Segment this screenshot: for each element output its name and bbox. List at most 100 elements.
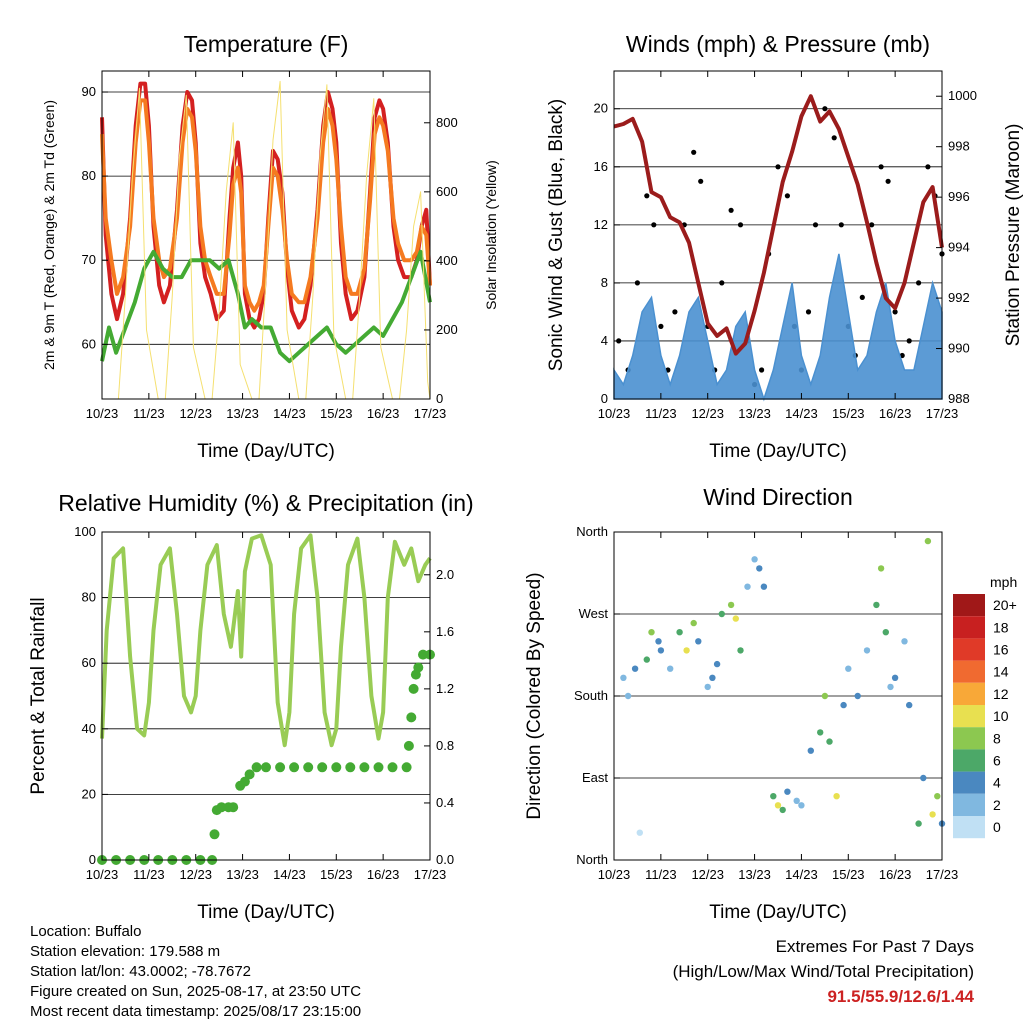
direction-point — [643, 656, 650, 663]
legend-label: 6 — [993, 753, 1001, 769]
legend-swatch — [953, 727, 985, 750]
legend-label: 2 — [993, 797, 1001, 813]
legend-swatch — [953, 638, 985, 661]
latlon-text: Station lat/lon: 43.0002; -78.7672 — [30, 963, 252, 980]
series-point — [413, 662, 424, 673]
series-point — [331, 762, 342, 773]
legend-swatch — [953, 616, 985, 639]
y-axis-label: 2m & 9m T (Red, Orange) & 2m Td (Green) — [41, 100, 57, 370]
series-point — [239, 776, 250, 787]
series-point — [805, 309, 812, 315]
y-axis-label: Direction (Colored By Speed) — [524, 572, 545, 819]
x-tick-label: 13/23 — [738, 867, 771, 882]
direction-point — [751, 556, 758, 563]
legend-label: 12 — [993, 686, 1009, 702]
direction-point — [821, 692, 829, 700]
legend-swatch — [953, 682, 985, 705]
speed-legend: mph 20+ 18 16 14 12 10 8 6 4 2 0 — [953, 574, 1017, 839]
series-point — [244, 769, 255, 780]
y-tick-label: 0 — [601, 391, 608, 406]
plot-area — [613, 94, 945, 402]
location-text: Location: Buffalo — [30, 923, 142, 940]
y2-tick-label: 0.4 — [436, 795, 454, 810]
direction-point — [631, 665, 639, 672]
y2-tick-label: 200 — [436, 322, 458, 337]
x-tick-label: 11/23 — [645, 867, 677, 882]
plot-frame — [101, 531, 431, 861]
series-point — [906, 338, 912, 344]
y-tick-label: 80 — [82, 168, 96, 183]
chart-title: Winds (mph) & Pressure (mb) — [626, 31, 930, 57]
y2-tick-label: 996 — [948, 189, 970, 204]
extremes-value: 91.5/55.9/12.6/1.44 — [827, 987, 974, 1006]
plot-frame — [101, 70, 431, 400]
direction-point — [784, 788, 791, 795]
x-tick-label: 17/23 — [414, 867, 447, 882]
chart-1: 10/23 11/23 12/23 13/23 14/23 15/23 16/23 17/23… — [41, 31, 499, 462]
x-tick-label: 13/23 — [226, 406, 259, 421]
legend-label: 16 — [993, 642, 1009, 658]
x-tick-label: 16/23 — [367, 867, 400, 882]
direction-point — [683, 647, 690, 654]
direction-point — [826, 738, 833, 745]
direction-point — [760, 583, 768, 590]
y2-tick-label: 990 — [948, 341, 970, 356]
legend-swatch — [953, 594, 985, 617]
series-point — [228, 802, 239, 813]
y2-tick-label: 1.2 — [436, 681, 454, 696]
legend-title: mph — [990, 574, 1017, 590]
plot-area — [97, 531, 435, 865]
series-point — [885, 178, 891, 184]
y2-tick-label: 1.6 — [436, 624, 454, 639]
direction-point — [798, 802, 805, 809]
direction-point — [718, 610, 725, 618]
series-point — [812, 222, 819, 228]
y-tick-label: South — [574, 688, 608, 703]
series-point — [651, 222, 657, 228]
direction-point — [648, 629, 655, 636]
chart-title: Relative Humidity (%) & Precipitation (i… — [58, 490, 473, 516]
series-point — [822, 106, 828, 112]
direction-point — [901, 638, 908, 645]
series-band — [613, 253, 943, 402]
direction-point — [887, 683, 894, 691]
y-tick-label: 70 — [82, 252, 96, 267]
direction-point — [774, 802, 782, 809]
direction-point — [676, 629, 683, 636]
series-line — [100, 249, 432, 364]
direction-point — [924, 537, 932, 545]
series-point — [401, 762, 412, 773]
x-tick-label: 16/23 — [879, 406, 912, 421]
direction-point — [891, 674, 899, 681]
x-tick-label: 15/23 — [832, 406, 865, 421]
x-axis-label: Time (Day/UTC) — [709, 441, 847, 462]
x-tick-label: 13/23 — [738, 406, 771, 421]
legend-label: 8 — [993, 730, 1001, 746]
series-point — [698, 178, 704, 184]
plot-area — [614, 531, 946, 861]
direction-point — [770, 793, 777, 800]
x-tick-label: 12/23 — [179, 406, 212, 421]
y-tick-label: 4 — [601, 333, 608, 348]
direction-point — [709, 674, 716, 681]
direction-point — [934, 793, 941, 800]
y2-axis-label: Solar Insolation (Yellow) — [483, 160, 499, 310]
direction-point — [704, 683, 711, 691]
x-tick-label: 13/23 — [226, 867, 259, 882]
extremes-block: Extremes For Past 7 Days (High/Low/Max W… — [673, 934, 974, 1009]
legend-swatch — [953, 793, 985, 816]
x-tick-label: 16/23 — [879, 867, 912, 882]
series-line — [100, 98, 432, 313]
series-point — [289, 762, 300, 773]
y2-axis-label: Station Pressure (Maroon) — [1003, 124, 1024, 347]
y-tick-label: 16 — [594, 159, 608, 174]
direction-point — [807, 747, 814, 754]
x-tick-label: 11/23 — [133, 867, 165, 882]
y-tick-label: North — [576, 852, 608, 867]
y-tick-label: 0 — [89, 852, 96, 867]
x-tick-label: 12/23 — [691, 867, 724, 882]
legend-label: 0 — [993, 819, 1001, 835]
legend-swatch — [953, 705, 985, 728]
direction-point — [779, 806, 786, 814]
direction-point — [732, 615, 739, 622]
